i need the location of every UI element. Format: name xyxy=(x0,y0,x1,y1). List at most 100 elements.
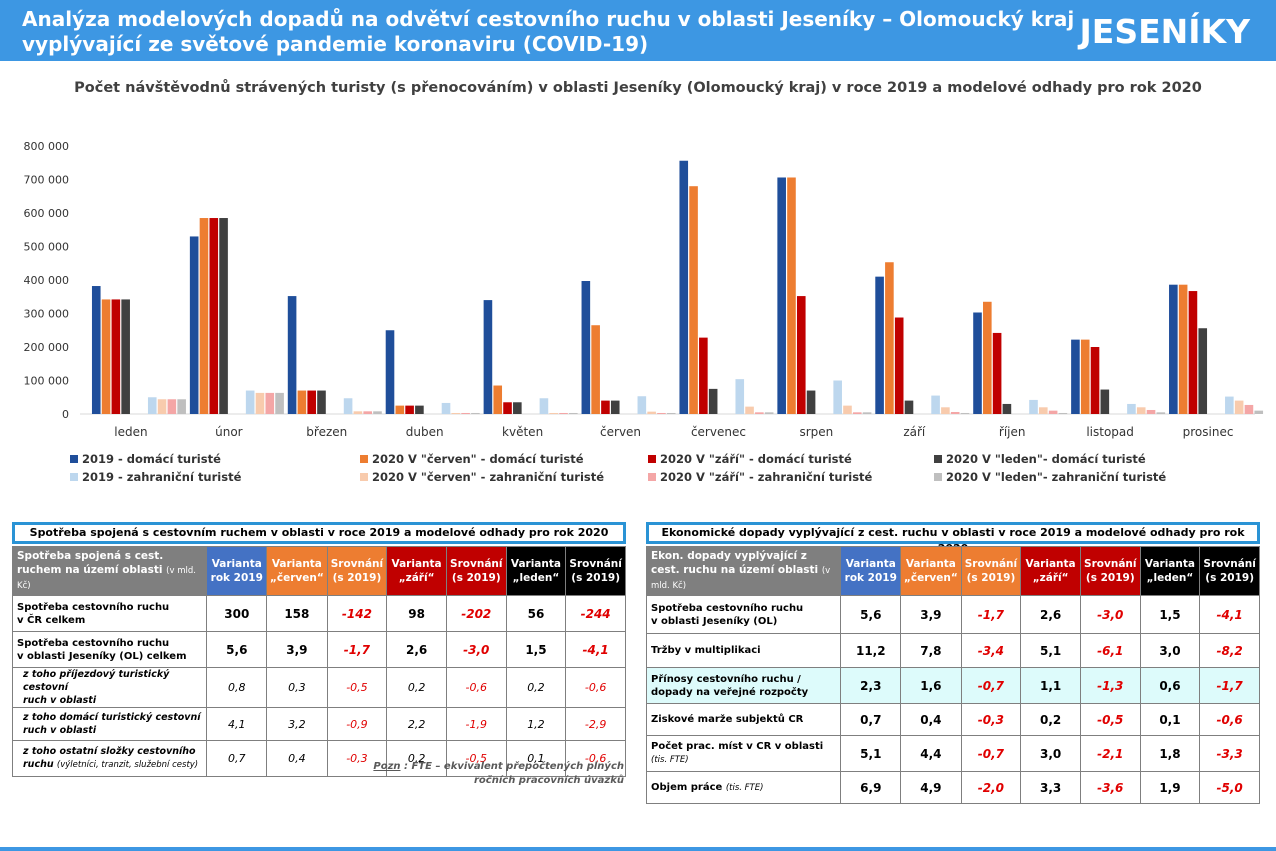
bar xyxy=(111,299,121,414)
table-row: Spotřeba cestovního ruchu v oblasti Jesen… xyxy=(645,595,1260,634)
column-header: Varianta rok 2019 xyxy=(840,546,902,596)
bar xyxy=(591,325,600,414)
table-cell: 5,1 xyxy=(1020,633,1081,668)
table-cell: -8,2 xyxy=(1199,633,1260,668)
table-row: z toho příjezdový turistický cestovní ruc… xyxy=(11,667,626,708)
bar xyxy=(199,218,209,414)
table-cell: 300 xyxy=(206,595,268,632)
table-cell: 0,7 xyxy=(206,740,268,777)
table-cell: 11,2 xyxy=(840,633,902,668)
table-cell: 2,6 xyxy=(1020,595,1081,634)
bar xyxy=(363,411,372,414)
bar xyxy=(275,392,284,414)
column-header: Srovnání (s 2019) xyxy=(1199,546,1260,596)
x-tick-label: leden xyxy=(114,425,147,439)
bar xyxy=(353,411,363,414)
bar xyxy=(1156,412,1166,414)
bar xyxy=(245,390,255,414)
column-header: Srovnání (s 2019) xyxy=(326,546,388,596)
column-header: Srovnání (s 2019) xyxy=(1079,546,1141,596)
table-cell: 1,8 xyxy=(1139,735,1201,772)
bar xyxy=(405,405,414,414)
bar xyxy=(983,301,992,414)
table-cell: 1,2 xyxy=(505,707,567,741)
bar xyxy=(1029,399,1038,414)
row-label: Spotřeba cestovního ruchu v oblasti Jesen… xyxy=(645,595,842,634)
table-cell: 56 xyxy=(505,595,567,632)
y-tick-label: 100 000 xyxy=(24,375,70,388)
table-cell: 7,8 xyxy=(900,633,962,668)
x-tick-label: říjen xyxy=(999,425,1026,439)
bar xyxy=(885,262,894,414)
x-tick-label: únor xyxy=(215,425,243,439)
bar xyxy=(1198,328,1208,414)
bar xyxy=(1039,407,1048,414)
legend-label: 2020 V "červen" - zahraniční turisté xyxy=(372,470,605,484)
bar xyxy=(1080,339,1090,414)
bar xyxy=(973,312,982,414)
bar xyxy=(539,398,549,414)
bar xyxy=(806,390,816,414)
legend-swatch xyxy=(360,455,368,463)
bar-chart: 0 100 000 200 000 300 000 400 000 500 000 600 … xyxy=(24,140,1264,439)
column-header: Varianta „leden“ xyxy=(1139,546,1201,596)
bar xyxy=(219,218,228,414)
bar xyxy=(343,398,353,414)
header-banner: Analýza modelových dopadů na odvětví ces… xyxy=(0,0,1276,61)
row-label: Objem práce (tis. FTE) xyxy=(645,771,842,804)
table-cell: -2,1 xyxy=(1079,735,1141,772)
column-header: Varianta „červen“ xyxy=(266,546,328,596)
bar xyxy=(1002,403,1012,414)
bar xyxy=(1169,284,1178,414)
table-cell: -0,6 xyxy=(445,667,507,708)
bar xyxy=(894,317,904,414)
bar xyxy=(699,337,708,414)
legend-label: 2019 - zahraniční turisté xyxy=(82,470,242,484)
bar xyxy=(395,405,405,414)
bar xyxy=(904,400,914,414)
fte-note: Pozn : FTE – ekvivalent přepočtených pln… xyxy=(373,761,624,786)
x-tick-label: červen xyxy=(600,425,641,439)
table-cell: -202 xyxy=(445,595,507,632)
column-header: Srovnání (s 2019) xyxy=(445,546,507,596)
x-tick-label: srpen xyxy=(799,425,833,439)
legend-swatch xyxy=(934,473,942,481)
table-cell: 3,9 xyxy=(900,595,962,634)
table-row: z toho ostatní složky cestovního ruchu (v… xyxy=(11,740,626,777)
bar xyxy=(777,177,786,414)
table-cell: 0,1 xyxy=(1139,703,1201,736)
table-cell: 1,6 xyxy=(900,667,962,704)
bar xyxy=(297,390,307,414)
row-label: z toho příjezdový turistický cestovní ruc… xyxy=(11,667,208,708)
table-cell: 5,6 xyxy=(206,631,268,668)
table-cell: 3,0 xyxy=(1139,633,1201,668)
legend-swatch xyxy=(648,473,656,481)
table-cell: -0,6 xyxy=(1199,703,1260,736)
table-cell: 0,2 xyxy=(1020,703,1081,736)
table-cell: 4,9 xyxy=(900,771,962,804)
bar xyxy=(745,406,754,414)
legend-label: 2020 V "červen" - domácí turisté xyxy=(372,452,584,466)
column-header: Varianta „červen“ xyxy=(900,546,962,596)
bar xyxy=(1225,396,1234,414)
y-tick-label: 800 000 xyxy=(24,140,70,153)
table-cell: 5,1 xyxy=(840,735,902,772)
table-cell: -244 xyxy=(565,595,626,632)
bar xyxy=(1127,403,1136,414)
legend-swatch xyxy=(70,473,78,481)
legend-label: 2019 - domácí turisté xyxy=(82,452,221,466)
page-title-line1: Analýza modelových dopadů na odvětví ces… xyxy=(22,7,1075,31)
table-cell: 98 xyxy=(386,595,447,632)
bar xyxy=(189,236,199,414)
x-tick-label: prosinec xyxy=(1183,425,1234,439)
row-label: Ziskové marže subjektů CR xyxy=(645,703,842,736)
table-cell: -4,1 xyxy=(565,631,626,668)
table-cell: -3,0 xyxy=(1079,595,1141,634)
table-cell: 0,4 xyxy=(900,703,962,736)
table-cell: -0,5 xyxy=(1079,703,1141,736)
table-cell: -2,0 xyxy=(960,771,1022,804)
bar xyxy=(875,276,884,414)
bar xyxy=(796,296,806,414)
row-label: Spotřeba cestovního ruchu v ČR celkem xyxy=(11,595,208,632)
bar xyxy=(1146,409,1156,414)
